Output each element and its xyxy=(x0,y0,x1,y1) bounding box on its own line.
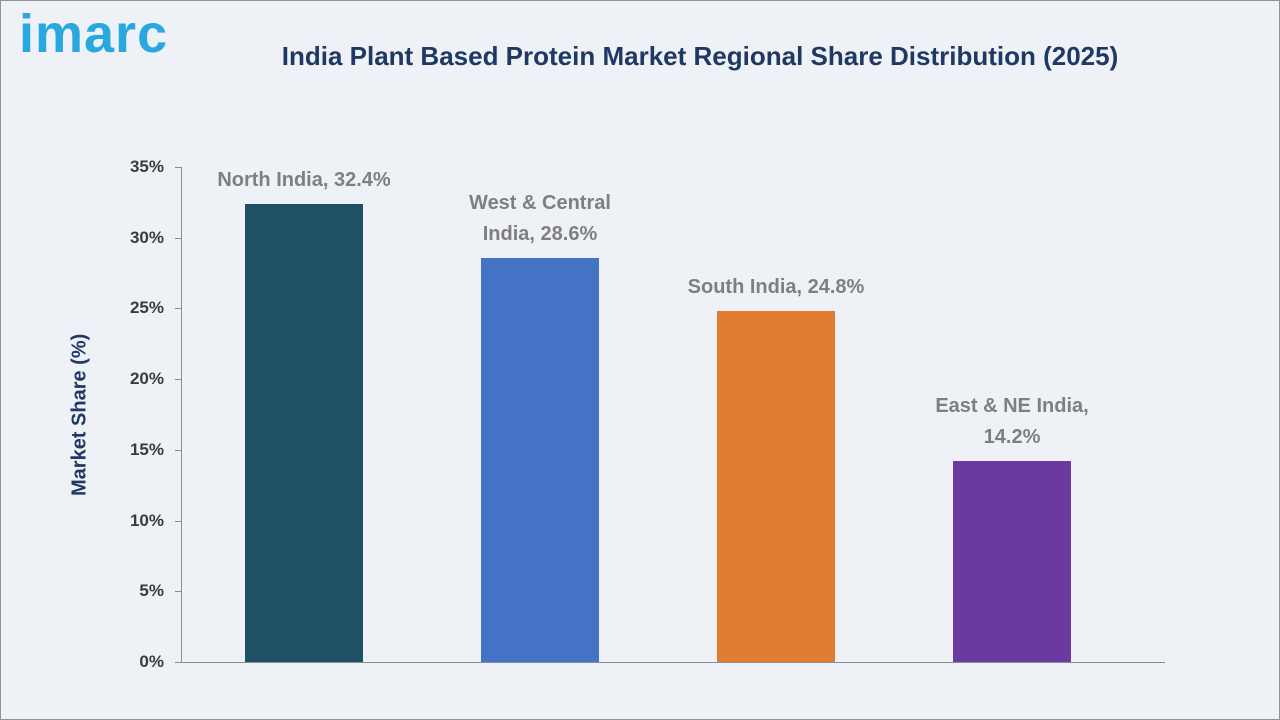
bar-label-line: East & NE India, xyxy=(935,395,1089,418)
bar-label-line: West & Central xyxy=(469,191,611,214)
y-tick-label: 20% xyxy=(129,369,164,389)
bar-west-central-india xyxy=(481,257,599,662)
bar-label-line: North India, 32.4% xyxy=(217,168,391,191)
bar-north-india xyxy=(245,203,363,662)
bar-east-ne-india xyxy=(953,461,1071,662)
y-tick-label: 5% xyxy=(139,581,164,601)
y-tick-mark xyxy=(175,520,182,522)
page-title: India Plant Based Protein Market Regiona… xyxy=(281,41,1119,71)
bar-label: South India, 24.8% xyxy=(616,272,936,303)
y-tick-label: 30% xyxy=(129,227,164,247)
imarc-logo-text: imarc xyxy=(19,4,169,64)
y-tick-mark xyxy=(175,662,182,663)
y-tick-mark xyxy=(175,308,182,310)
y-tick-mark xyxy=(175,591,182,593)
bar-label: West & Central India, 28.6% xyxy=(380,188,700,250)
y-tick-mark xyxy=(175,379,182,381)
plot-area: 0% 5% 10% 15% 20% 25% 30% 35% North India, 32.4%… xyxy=(130,157,1165,671)
y-tick-label: 0% xyxy=(139,652,164,671)
y-tick-label: 15% xyxy=(129,439,164,459)
bar-label-line: India, 28.6% xyxy=(482,222,598,245)
y-axis-title: Market Share (%) xyxy=(68,333,91,496)
y-tick-mark xyxy=(175,237,182,239)
bar-label-line: 14.2% xyxy=(983,426,1041,449)
imarc-logo: imarc xyxy=(19,4,169,64)
y-tick-label: 35% xyxy=(129,157,164,176)
bar-label-line: South India, 24.8% xyxy=(687,276,865,299)
y-tick-label: 25% xyxy=(129,298,164,318)
y-tick-mark xyxy=(175,167,182,168)
bar-label: North India, 32.4% xyxy=(144,165,464,196)
y-tick-label: 10% xyxy=(129,510,164,530)
bar-south-india xyxy=(717,311,835,662)
y-tick-mark xyxy=(175,449,182,451)
bar-label: East & NE India, 14.2% xyxy=(852,391,1172,453)
